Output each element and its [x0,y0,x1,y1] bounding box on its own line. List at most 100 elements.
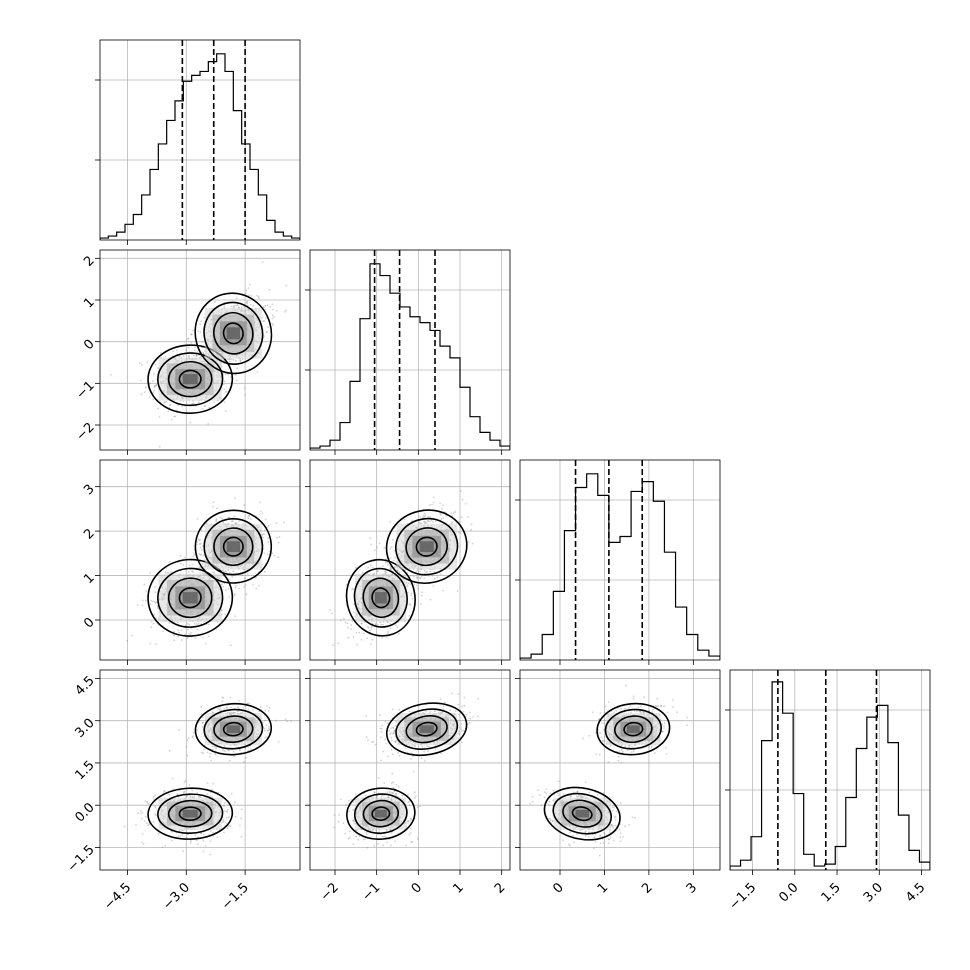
sample-point [367,739,369,741]
contour-line [371,587,391,609]
sample-point [158,416,161,418]
scatter-panel-2-1 [305,459,511,665]
sample-point [264,304,267,307]
sample-point [198,566,201,569]
sample-point [256,371,259,373]
sample-point [277,741,280,743]
sample-point [158,445,161,448]
sample-point [199,538,202,541]
sample-point [224,589,227,591]
sample-point [228,516,230,519]
sample-point [268,706,271,709]
sample-point [237,710,239,713]
contour-line [167,799,213,828]
sample-point [454,511,457,513]
sample-point [149,642,152,645]
sample-point [261,261,264,263]
sample-point [389,627,392,630]
sample-point [172,350,175,353]
sample-point [407,582,410,585]
sample-point [425,571,428,574]
sample-point [229,825,232,828]
sample-point [240,835,243,838]
panel-frame [99,669,301,871]
sample-point [229,825,232,827]
sample-point [419,516,421,518]
sample-point [223,401,226,404]
sample-point [352,843,355,845]
sample-point [170,418,173,421]
sample-point [344,832,347,835]
sample-point [234,497,236,500]
contour-line [203,708,264,750]
sample-point [222,521,225,524]
sample-point [423,577,425,580]
sample-point [376,570,379,573]
sample-point [216,836,219,839]
sample-point [195,354,198,356]
y-tick-label: 3 [81,482,97,498]
sample-point [262,320,265,322]
sample-point [268,288,271,291]
sample-point [200,706,203,708]
sample-point [186,338,189,341]
sample-point [225,570,228,573]
sample-point [380,623,383,626]
sample-point [207,623,210,626]
sample-point [232,520,234,522]
sample-point [410,841,412,844]
sample-point [423,760,426,762]
sample-point [427,516,429,518]
sample-point [266,304,269,307]
sample-point [155,814,157,817]
sample-point [202,850,205,853]
sample-point [432,521,434,523]
sample-point [208,406,211,409]
histogram-panel-2 [515,459,721,665]
density-layer [126,497,285,646]
sample-point [413,797,416,800]
sample-point [209,853,212,856]
sample-point [171,777,174,780]
sample-point [123,825,126,828]
sample-point [153,386,156,388]
sample-point [202,721,204,724]
sample-point [150,621,153,623]
sample-point [164,355,167,358]
sample-point [385,571,387,574]
sample-point [199,331,202,333]
sample-point [194,349,196,352]
sample-point [439,512,442,515]
sample-point [263,533,266,536]
sample-point [155,617,158,619]
sample-point [421,591,424,594]
sample-point [222,805,225,807]
sample-point [199,546,202,549]
sample-point [213,572,216,574]
sample-point [423,512,426,515]
histogram-panel-1 [305,249,511,455]
sample-point [201,716,204,719]
sample-point [193,553,196,556]
sample-point [204,405,207,407]
sample-point [414,795,417,798]
sample-point [408,800,411,803]
histogram-step [520,473,720,660]
sample-point [369,564,372,567]
sample-point [140,393,143,396]
sample-point [180,639,183,641]
sample-point [345,583,348,586]
sample-point [275,719,277,722]
sample-point [153,389,156,392]
sample-point [144,386,147,389]
sample-point [154,586,157,588]
sample-point [360,622,363,625]
sample-point [227,569,230,572]
sample-point [185,745,188,748]
sample-point [410,758,412,760]
sample-point [168,622,171,624]
contour-line [222,322,244,345]
sample-point [413,791,416,794]
sample-point [243,504,246,507]
sample-point [265,316,267,319]
